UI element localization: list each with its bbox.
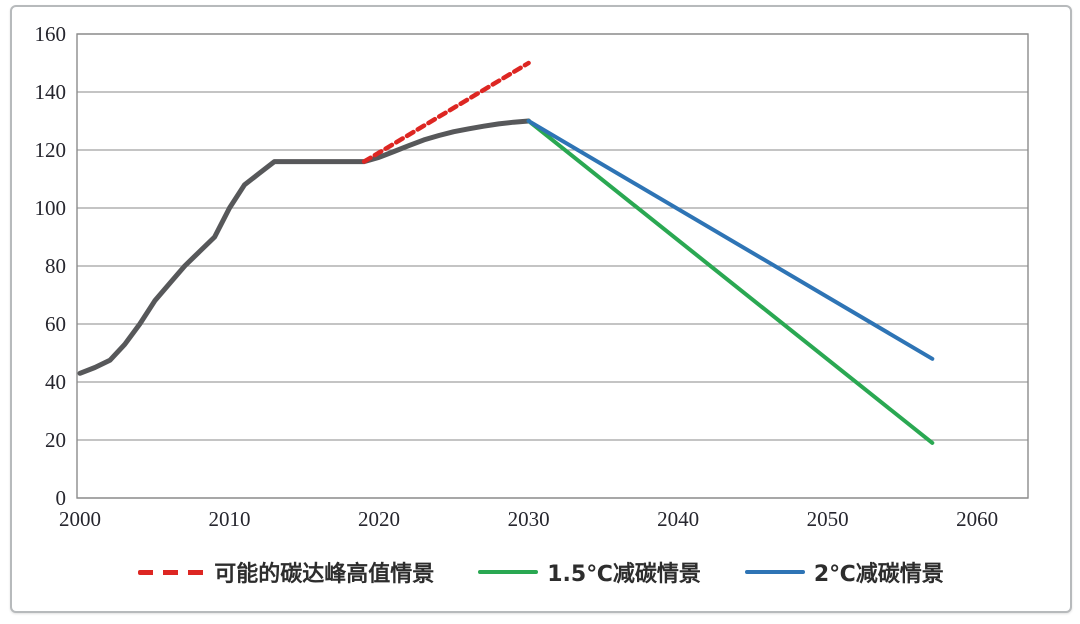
series-line-historical-emissions [77, 118, 532, 376]
series-line-reduction-scenario-2c [526, 119, 935, 361]
chart-canvas [76, 33, 1029, 499]
legend-label: 可能的碳达峰高值情景 [214, 562, 435, 587]
y-tick-label: 20 [45, 428, 66, 452]
x-tick-label: 2060 [956, 507, 999, 531]
legend-line-sample-solid [478, 570, 539, 574]
y-tick-label: 160 [34, 22, 67, 46]
y-tick-label: 100 [34, 196, 67, 220]
y-tick-label: 60 [45, 312, 66, 336]
y-tick-label: 0 [55, 486, 67, 510]
legend-item-reduction-scenario-2c: 2℃减碳情景 [744, 556, 944, 588]
x-tick-label: 2010 [208, 507, 251, 531]
x-tick-label: 2040 [657, 507, 700, 531]
legend-line-sample-solid [744, 570, 805, 574]
x-tick-label: 2020 [358, 507, 401, 531]
series-line-reduction-scenario-1p5c [526, 119, 935, 445]
y-tick-label: 40 [45, 370, 66, 394]
x-tick-label: 2030 [507, 507, 550, 531]
y-tick-label: 120 [34, 138, 67, 162]
plot-border [76, 33, 1029, 499]
x-tick-label: 2050 [806, 507, 849, 531]
y-tick-label: 80 [45, 254, 66, 278]
chart-legend: 可能的碳达峰高值情景 1.5℃减碳情景 2℃减碳情景 [12, 556, 1070, 588]
legend-item-reduction-scenario-1p5c: 1.5℃减碳情景 [478, 556, 701, 588]
series-line-peak-high-scenario [361, 60, 531, 164]
legend-label: 2℃减碳情景 [813, 562, 944, 587]
chart-card: 0 20 40 60 80 100 120 140 160 2000 2010 2020 2030 20… [10, 5, 1072, 613]
legend-label: 1.5℃减碳情景 [547, 562, 701, 587]
x-tick-label: 2000 [58, 507, 101, 531]
legend-item-peak-high-scenario: 可能的碳达峰高值情景 [138, 556, 434, 588]
y-tick-label: 140 [34, 80, 67, 104]
legend-line-sample-dashed [138, 569, 206, 575]
